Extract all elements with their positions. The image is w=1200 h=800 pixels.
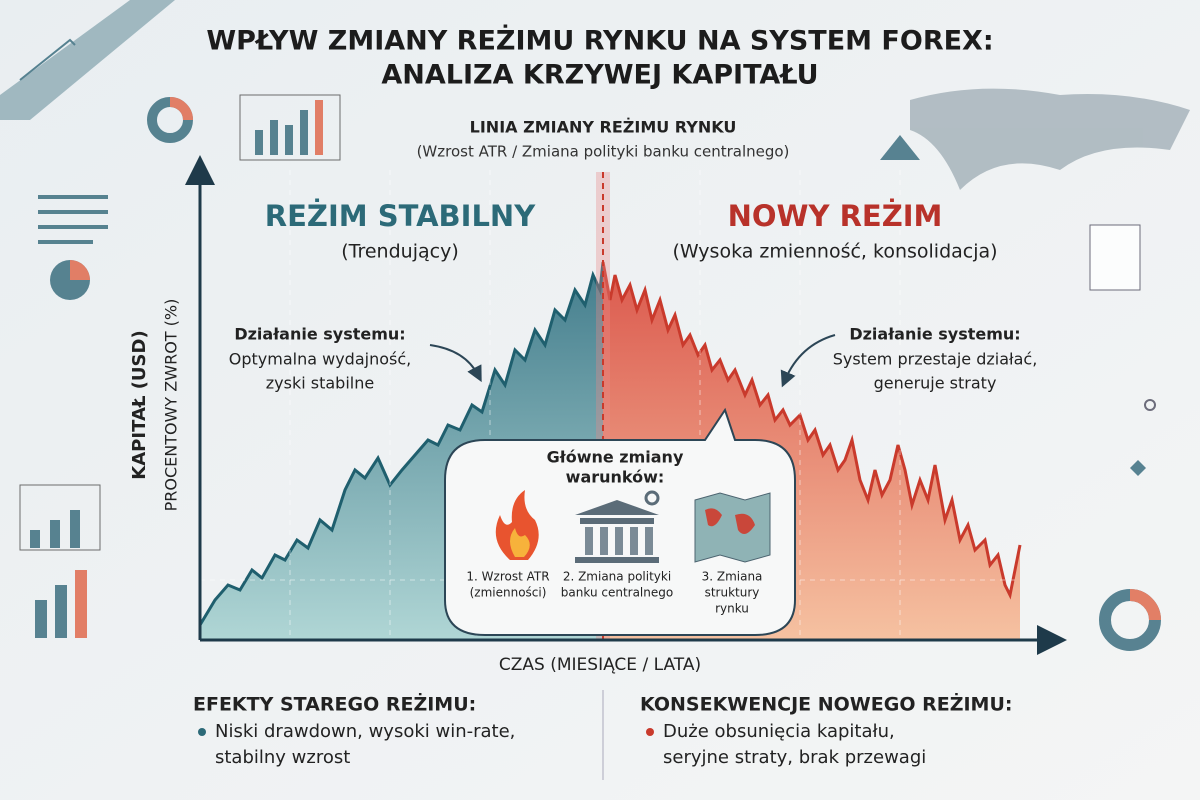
old-regime-title: REŻIM STABILNY <box>265 199 536 233</box>
callout-item: struktury <box>705 586 760 600</box>
footer-line: Niski drawdown, wysoki win-rate, <box>215 721 515 742</box>
footer-heading: KONSEKWENCJE NOWEGO REŻIMU: <box>640 692 1013 716</box>
title: ANALIZA KRZYWEJ KAPITAŁU <box>381 60 818 91</box>
y-axis-label: PROCENTOWY ZWROT (%) <box>162 299 181 512</box>
footer-line: seryjne straty, brak przewagi <box>663 747 926 768</box>
note-line: generuje straty <box>874 374 997 393</box>
regime-line-subtitle: (Wzrost ATR / Zmiana polityki banku cent… <box>417 143 790 161</box>
callout-heading: Główne zmiany <box>547 448 684 467</box>
note-line: System przestaje działać, <box>833 350 1038 369</box>
note-heading: Działanie systemu: <box>234 325 405 344</box>
new-regime-subtitle: (Wysoka zmienność, konsolidacja) <box>672 241 997 263</box>
callout-item: 1. Wzrost ATR <box>466 570 549 584</box>
old-regime-subtitle: (Trendujący) <box>341 241 458 263</box>
callout-item: 3. Zmiana <box>702 570 763 584</box>
footer-heading: EFEKTY STAREGO REŻIMU: <box>193 692 476 716</box>
title: WPŁYW ZMIANY REŻIMU RYNKU NA SYSTEM FORE… <box>206 25 993 57</box>
arrow <box>429 344 482 383</box>
callout-item: 2. Zmiana polityki <box>563 570 671 584</box>
callout-item: (zmienności) <box>470 586 547 600</box>
note-line: Optymalna wydajność, <box>229 350 411 369</box>
decor <box>0 0 1190 651</box>
callout-heading: warunków: <box>566 468 665 487</box>
footer-line: Duże obsunięcia kapitału, <box>663 721 895 742</box>
bullet <box>198 728 206 736</box>
bullet <box>646 728 654 736</box>
x-axis-label: CZAS (MIESIĄCE / LATA) <box>499 655 701 675</box>
footer-line: stabilny wzrost <box>215 747 350 768</box>
new-regime-title: NOWY REŻIM <box>728 199 943 233</box>
icons <box>495 490 771 563</box>
callout-item: rynku <box>715 602 749 616</box>
callout-item: banku centralnego <box>561 586 673 600</box>
regime-line-title: LINIA ZMIANY REŻIMU RYNKU <box>470 118 737 137</box>
note-line: zyski stabilne <box>266 374 374 393</box>
note-heading: Działanie systemu: <box>849 325 1020 344</box>
arrow <box>780 334 836 388</box>
y-axis-label: KAPITAŁ (USD) <box>129 330 150 479</box>
